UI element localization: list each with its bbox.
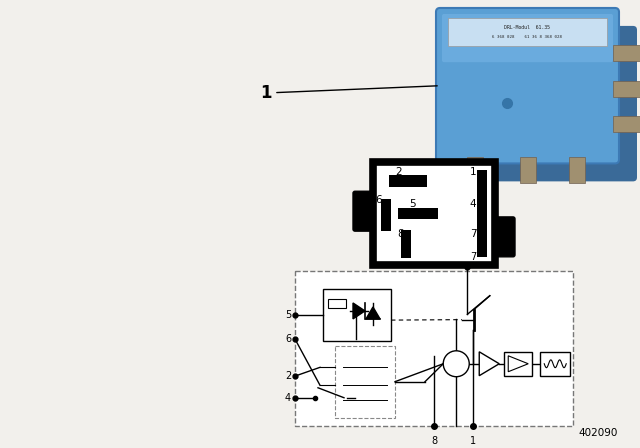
Bar [398, 208, 438, 219]
Bar [540, 352, 570, 376]
FancyBboxPatch shape [454, 26, 637, 181]
Polygon shape [366, 307, 380, 319]
Text: 1: 1 [260, 84, 271, 102]
Text: 5: 5 [410, 199, 416, 209]
Text: 8: 8 [397, 229, 404, 239]
Text: 4: 4 [470, 199, 476, 209]
Text: 1: 1 [470, 435, 476, 445]
Bar [295, 271, 573, 426]
Bar [328, 299, 346, 308]
Bar [520, 157, 536, 183]
Text: 2: 2 [285, 371, 291, 381]
Bar [613, 116, 640, 132]
Bar [335, 346, 395, 418]
Bar [401, 230, 411, 258]
Text: 1: 1 [470, 168, 476, 177]
Polygon shape [508, 356, 528, 372]
FancyBboxPatch shape [493, 217, 515, 257]
Bar [381, 199, 391, 231]
Text: 7: 7 [470, 229, 476, 239]
Circle shape [444, 351, 469, 377]
Text: 2: 2 [396, 168, 403, 177]
Text: 4: 4 [285, 393, 291, 403]
Bar [504, 352, 532, 376]
Text: 6: 6 [376, 195, 382, 205]
Bar [467, 157, 483, 183]
Polygon shape [479, 352, 499, 376]
FancyBboxPatch shape [436, 8, 619, 164]
FancyBboxPatch shape [442, 14, 613, 62]
Bar [613, 81, 640, 97]
Text: DRL-Modul  61.35: DRL-Modul 61.35 [504, 26, 550, 30]
Text: 402090: 402090 [578, 427, 618, 438]
Text: 7: 7 [470, 252, 477, 262]
Bar [389, 176, 427, 187]
Text: 5: 5 [285, 310, 291, 320]
Text: 6: 6 [285, 334, 291, 344]
Bar [323, 289, 391, 341]
FancyBboxPatch shape [353, 191, 375, 231]
Bar [373, 163, 495, 265]
Bar [568, 157, 584, 183]
Text: 6 368 028    61 36 8 368 028: 6 368 028 61 36 8 368 028 [493, 35, 563, 39]
Bar [613, 45, 640, 61]
Polygon shape [353, 303, 365, 319]
Bar [477, 229, 487, 257]
Bar [477, 170, 487, 202]
Bar [477, 197, 487, 231]
Text: 8: 8 [431, 435, 437, 445]
Bar [448, 18, 607, 46]
